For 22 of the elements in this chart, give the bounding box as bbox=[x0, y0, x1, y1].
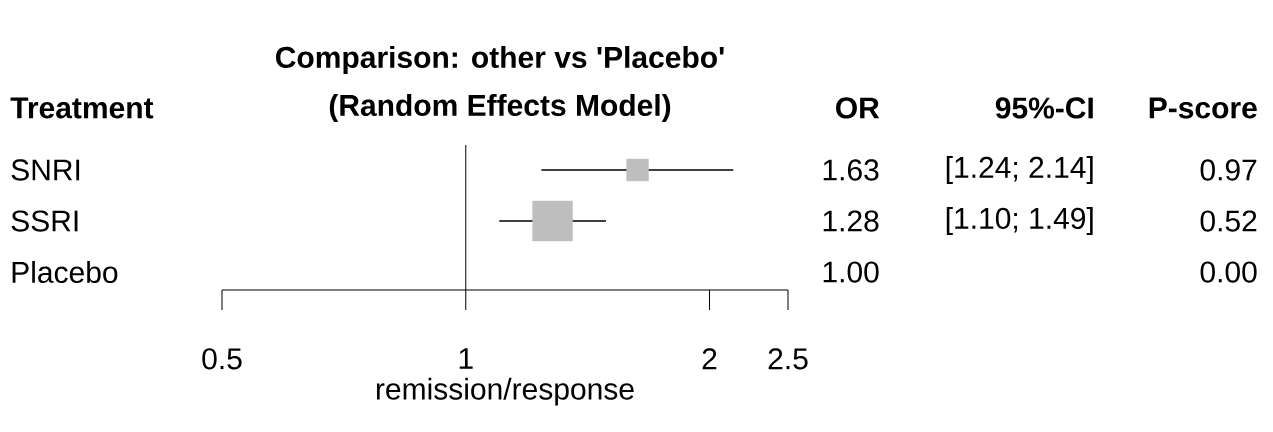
text: [1.24; 2.14] bbox=[946, 156, 1093, 184]
text: P-score bbox=[1149, 97, 1257, 119]
text: 1.00 bbox=[823, 261, 879, 283]
text: 95%-CI bbox=[995, 97, 1093, 119]
text: OR bbox=[836, 97, 880, 119]
text: [1.10; 1.49] bbox=[946, 207, 1093, 235]
chart-title: Comparison: other vs 'Placebo' bbox=[275, 46, 724, 74]
x-tick-label: 2.5 bbox=[768, 348, 808, 370]
x-tick-label: 1 bbox=[459, 348, 473, 369]
y-axis-title: Treatment bbox=[10, 97, 154, 119]
data-label: 1.28 bbox=[823, 210, 879, 232]
x-tick-label: 0.5 bbox=[202, 348, 242, 370]
text: 0.97 bbox=[1200, 159, 1257, 181]
y-tick-label: Placebo bbox=[12, 260, 118, 284]
chart-subtitle: (Random Effects Model) bbox=[329, 94, 671, 122]
y-tick-label: SNRI bbox=[11, 159, 80, 181]
x-axis-title: remission/response bbox=[376, 377, 634, 406]
x-tick-label: 2 bbox=[702, 348, 717, 370]
y-tick-label: SSRI bbox=[11, 210, 78, 232]
text: 0.00 bbox=[1200, 261, 1257, 283]
text: 0.52 bbox=[1200, 210, 1257, 232]
data-label: 1.63 bbox=[823, 159, 879, 181]
